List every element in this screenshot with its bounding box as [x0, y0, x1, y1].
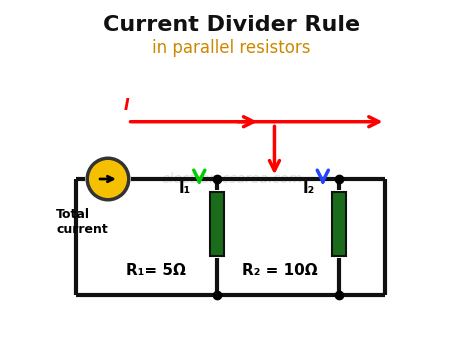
Text: I₁: I₁	[179, 181, 191, 196]
Text: R₂ = 10Ω: R₂ = 10Ω	[242, 263, 318, 278]
Circle shape	[87, 158, 129, 200]
Text: I: I	[124, 98, 130, 113]
Text: in parallel resistors: in parallel resistors	[152, 39, 311, 57]
Text: electronicsarea.com: electronicsarea.com	[161, 172, 302, 186]
Text: Total
current: Total current	[56, 208, 108, 236]
Text: R₁= 5Ω: R₁= 5Ω	[126, 263, 186, 278]
Text: Current Divider Rule: Current Divider Rule	[103, 15, 360, 35]
Text: I₂: I₂	[302, 181, 314, 196]
Bar	[210, 192, 224, 256]
Bar	[332, 192, 346, 256]
